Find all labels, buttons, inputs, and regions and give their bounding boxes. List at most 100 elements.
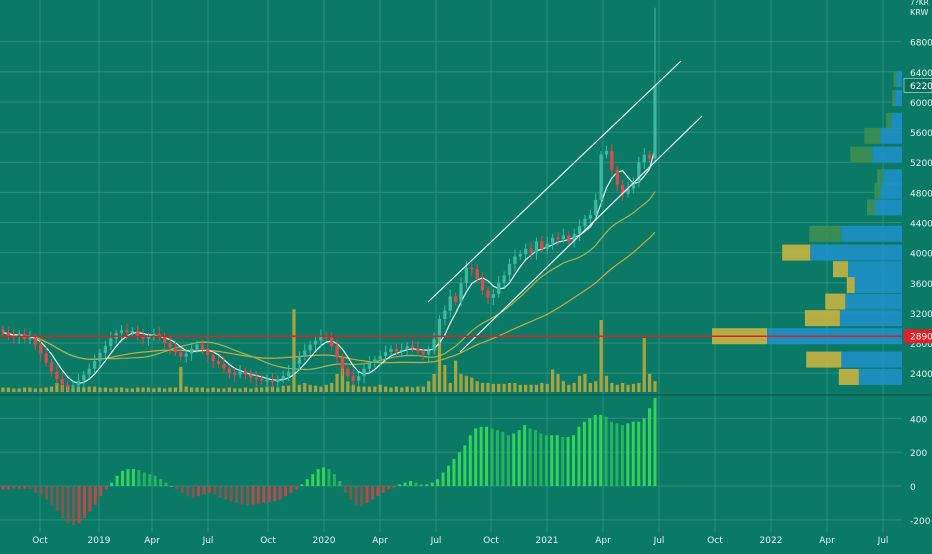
oscillator-histogram-bar (365, 486, 369, 503)
candle-body (6, 332, 11, 336)
volume-bar (448, 383, 452, 392)
volume-bar (6, 387, 11, 392)
volume-bar (502, 383, 506, 392)
volume-bar (276, 387, 280, 392)
volume-bar (491, 383, 495, 392)
oscillator-histogram-bar (164, 482, 168, 486)
oscillator-axis-tick-label: 0 (910, 483, 916, 493)
volume-bar (443, 365, 447, 392)
oscillator-histogram-bar (278, 486, 282, 500)
oscillator-histogram-bar (148, 474, 152, 486)
time-axis-tick-label: 2022 (760, 536, 783, 546)
volume-profile-bar (854, 277, 902, 294)
price-axis-tick-label: 6400 (910, 69, 932, 79)
volume-bar (567, 384, 571, 392)
oscillator-histogram-bar (322, 467, 326, 486)
oscillator-histogram-bar (246, 486, 249, 506)
time-axis-tick-label: Jul (653, 536, 665, 546)
candle-body (432, 339, 436, 351)
oscillator-histogram-bar (115, 475, 119, 486)
oscillator-histogram-bar (572, 435, 575, 486)
oscillator-histogram-bar (88, 486, 92, 512)
oscillator-histogram-bar (169, 486, 173, 487)
candle-body (378, 355, 382, 360)
candle-body (330, 337, 334, 347)
oscillator-histogram-bar (593, 414, 597, 486)
volume-bar (631, 383, 636, 392)
volume-bar (163, 388, 167, 392)
oscillator-histogram-bar (637, 421, 641, 486)
channel-upper-line (427, 60, 682, 303)
candle-body (173, 347, 178, 353)
price-axis-tick-label: 5200 (910, 159, 932, 169)
candle-body (410, 346, 415, 349)
oscillator-histogram-bar (474, 428, 478, 486)
volume-profile-extra-bar (867, 199, 875, 216)
candle-body (610, 150, 614, 170)
volume-bar (362, 386, 366, 392)
candle-body (216, 361, 221, 365)
candle-body (109, 338, 113, 347)
volume-bar (173, 387, 178, 392)
candle-body (497, 282, 501, 295)
oscillator-histogram-bar (17, 486, 21, 489)
volume-bar (109, 388, 113, 392)
candle-body (362, 368, 366, 377)
volume-bar (405, 386, 409, 392)
candle-body (286, 371, 291, 377)
currency-unit-label: 7?KR (910, 0, 929, 7)
candle-body (389, 349, 393, 353)
volume-bar (82, 387, 86, 392)
oscillator-histogram-bar (414, 482, 418, 486)
last-price-label: 6220 (910, 82, 932, 92)
candle-body (448, 296, 452, 311)
oscillator-histogram-bar (289, 486, 293, 493)
oscillator-histogram-bar (479, 426, 483, 486)
oscillator-histogram-bar (126, 469, 130, 486)
candle-body (475, 269, 479, 279)
oscillator-histogram-bar (588, 418, 592, 486)
oscillator-histogram-bar (648, 408, 652, 486)
volume-bar (540, 383, 544, 392)
volume-bar (22, 387, 27, 392)
volume-bar (114, 387, 118, 392)
oscillator-histogram-bar (34, 486, 38, 493)
volume-bar (410, 387, 415, 392)
candle-body (141, 335, 145, 339)
candle-body (324, 336, 328, 338)
volume-bar (556, 374, 560, 392)
time-axis-tick-label: 2019 (88, 536, 111, 546)
candle-body (33, 337, 37, 345)
oscillator-histogram-bar (343, 486, 347, 493)
oscillator-histogram-bar (398, 484, 402, 486)
candle-body (443, 310, 447, 319)
candle-body (357, 376, 361, 381)
oscillator-histogram-bar (1, 486, 5, 490)
volume-bar (583, 374, 587, 392)
oscillator-histogram-bar (50, 486, 54, 505)
time-axis-tick-label: 2021 (536, 536, 559, 546)
volume-bar (610, 383, 614, 392)
volume-bar (308, 384, 312, 392)
time-axis-tick-label: Apr (595, 536, 611, 546)
candle-body (454, 296, 458, 302)
candle-body (238, 371, 242, 375)
candle-body (82, 374, 86, 381)
candle-body (303, 350, 307, 357)
volume-bar (195, 387, 199, 392)
oscillator-histogram-bar (218, 486, 222, 498)
oscillator-histogram-bar (12, 486, 16, 489)
oscillator-histogram-bar (267, 486, 271, 503)
oscillator-histogram-bar (305, 479, 309, 486)
volume-bar (211, 387, 215, 392)
candle-body (653, 85, 657, 159)
time-axis-tick-label: Jul (202, 536, 214, 546)
time-axis-tick-label: Apr (819, 536, 835, 546)
candle-body (529, 248, 533, 253)
time-axis-tick-label: Jul (877, 536, 889, 546)
candle-body (502, 275, 506, 283)
volume-profile-extra-bar (892, 90, 896, 107)
volume-bar (599, 320, 603, 392)
oscillator-histogram-bar (197, 486, 201, 497)
volume-bar (454, 360, 458, 392)
